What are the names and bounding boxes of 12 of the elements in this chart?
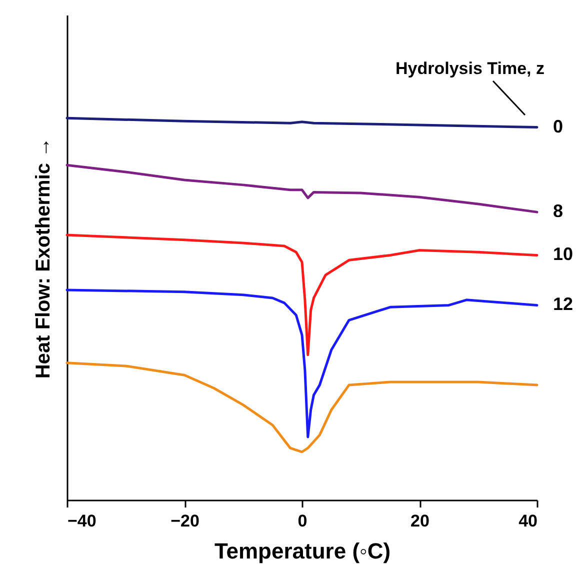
x-tick-label: 20 xyxy=(410,512,430,530)
series-label: 10 xyxy=(553,244,574,264)
x-tick-label: −20 xyxy=(170,512,200,530)
x-axis-title: Temperature (◦C) xyxy=(214,538,391,564)
x-tick-label: 0 xyxy=(298,512,308,530)
y-axis-title: Heat Flow: Exothermic → xyxy=(32,137,54,379)
x-tick-label: −40 xyxy=(68,512,96,530)
series-label: 8 xyxy=(553,201,564,222)
legend-title: Hydrolysis Time, z xyxy=(396,59,544,78)
series-label: 0 xyxy=(553,116,564,136)
series-label: 12 xyxy=(553,294,574,314)
x-tick-label: 40 xyxy=(518,512,538,530)
